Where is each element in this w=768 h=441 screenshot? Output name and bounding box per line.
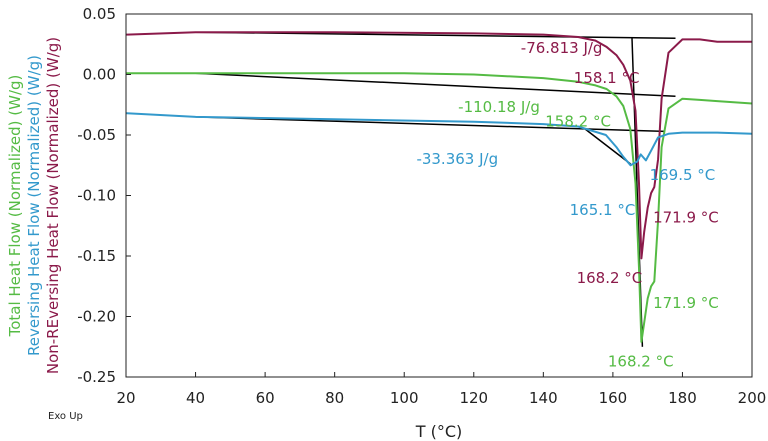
annotations: -76.813 J/g 158.1 °C -110.18 J/g 158.2 °C -3… bbox=[416, 39, 718, 370]
series-line bbox=[126, 72, 753, 343]
x-tick-label: 20 bbox=[116, 389, 135, 407]
exo-up-label: Exo Up bbox=[48, 411, 83, 422]
x-tick-label: 140 bbox=[529, 389, 558, 407]
annotation-label: 169.5 °C bbox=[650, 166, 716, 184]
annotation-label: 158.1 °C bbox=[574, 69, 640, 87]
y-tick-label: -0.20 bbox=[77, 308, 116, 326]
annotation-label: 165.1 °C bbox=[570, 201, 636, 219]
y-axis-labels: Total Heat Flow (Normalized) (W/g) Revers… bbox=[6, 37, 62, 374]
y-tick-label: 0.00 bbox=[83, 66, 116, 84]
x-tick-label: 40 bbox=[186, 389, 205, 407]
plot-frame bbox=[125, 13, 753, 378]
x-tick-label: 100 bbox=[390, 389, 419, 407]
x-axis-label: T (°C) bbox=[415, 422, 463, 441]
y-axis-label: Reversing Heat Flow (Normalized) (W/g) bbox=[25, 55, 43, 356]
annotation-label: -33.363 J/g bbox=[416, 150, 498, 168]
series-lines bbox=[125, 31, 753, 343]
x-tick-label: 200 bbox=[738, 389, 767, 407]
y-axis-label: Total Heat Flow (Normalized) (W/g) bbox=[6, 75, 24, 338]
annotation-label: 158.2 °C bbox=[545, 113, 611, 131]
y-axis-label: Non-REversing Heat Flow (Normalized) (W/… bbox=[44, 37, 62, 374]
annotation-label: 171.9 °C bbox=[653, 294, 719, 312]
annotation-label: 171.9 °C bbox=[653, 208, 719, 226]
x-tick-label: 120 bbox=[459, 389, 488, 407]
x-tick-label: 180 bbox=[668, 389, 697, 407]
series-line bbox=[125, 112, 753, 167]
x-tick-label: 160 bbox=[599, 389, 628, 407]
annotation-label: -110.18 J/g bbox=[458, 98, 540, 116]
y-tick-label: 0.05 bbox=[83, 5, 116, 23]
annotation-label: 168.2 °C bbox=[608, 352, 674, 370]
x-tick-label: 60 bbox=[256, 389, 275, 407]
series-line bbox=[125, 31, 752, 260]
baseline-line bbox=[584, 128, 632, 165]
annotation-label: 168.2 °C bbox=[577, 269, 643, 287]
annotation-label: -76.813 J/g bbox=[521, 39, 603, 57]
y-tick-label: -0.15 bbox=[77, 247, 116, 265]
baseline-line bbox=[195, 72, 676, 98]
y-tick-label: -0.10 bbox=[77, 187, 116, 205]
y-tick-label: -0.25 bbox=[77, 368, 116, 386]
y-tick-label: -0.05 bbox=[77, 126, 116, 144]
x-tick-label: 80 bbox=[325, 389, 344, 407]
axis-ticks: 20 40 60 80 100 120 140 160 180 200 0.05 0.00 -0.05 -… bbox=[77, 5, 766, 407]
